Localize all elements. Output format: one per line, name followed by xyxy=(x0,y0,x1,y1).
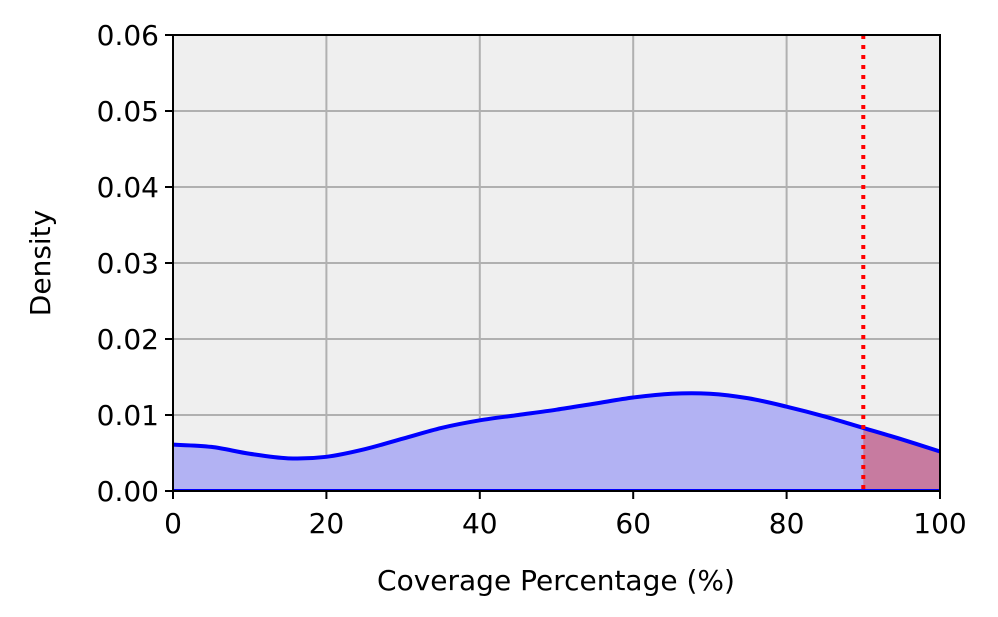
x-tick-label: 100 xyxy=(913,507,966,540)
y-tick-label: 0.06 xyxy=(97,19,159,52)
above-threshold-area-fill xyxy=(863,427,940,491)
y-axis-ticks: 0.00 0.01 0.02 0.03 0.04 0.05 0.06 xyxy=(97,19,173,508)
x-tick-label: 40 xyxy=(462,507,498,540)
y-tick-label: 0.04 xyxy=(97,171,159,204)
x-tick-label: 80 xyxy=(769,507,805,540)
y-tick-label: 0.00 xyxy=(97,475,159,508)
x-tick-label: 0 xyxy=(164,507,182,540)
x-tick-label: 60 xyxy=(615,507,651,540)
density-area-fill xyxy=(173,393,940,491)
y-tick-label: 0.02 xyxy=(97,323,159,356)
x-axis-ticks: 0 20 40 60 80 100 xyxy=(164,491,967,540)
y-axis-label: Density xyxy=(24,210,57,316)
y-tick-label: 0.05 xyxy=(97,95,159,128)
x-axis-label: Coverage Percentage (%) xyxy=(377,564,735,597)
y-tick-label: 0.01 xyxy=(97,399,159,432)
y-tick-label: 0.03 xyxy=(97,247,159,280)
density-curve xyxy=(172,391,941,461)
x-tick-label: 20 xyxy=(309,507,345,540)
